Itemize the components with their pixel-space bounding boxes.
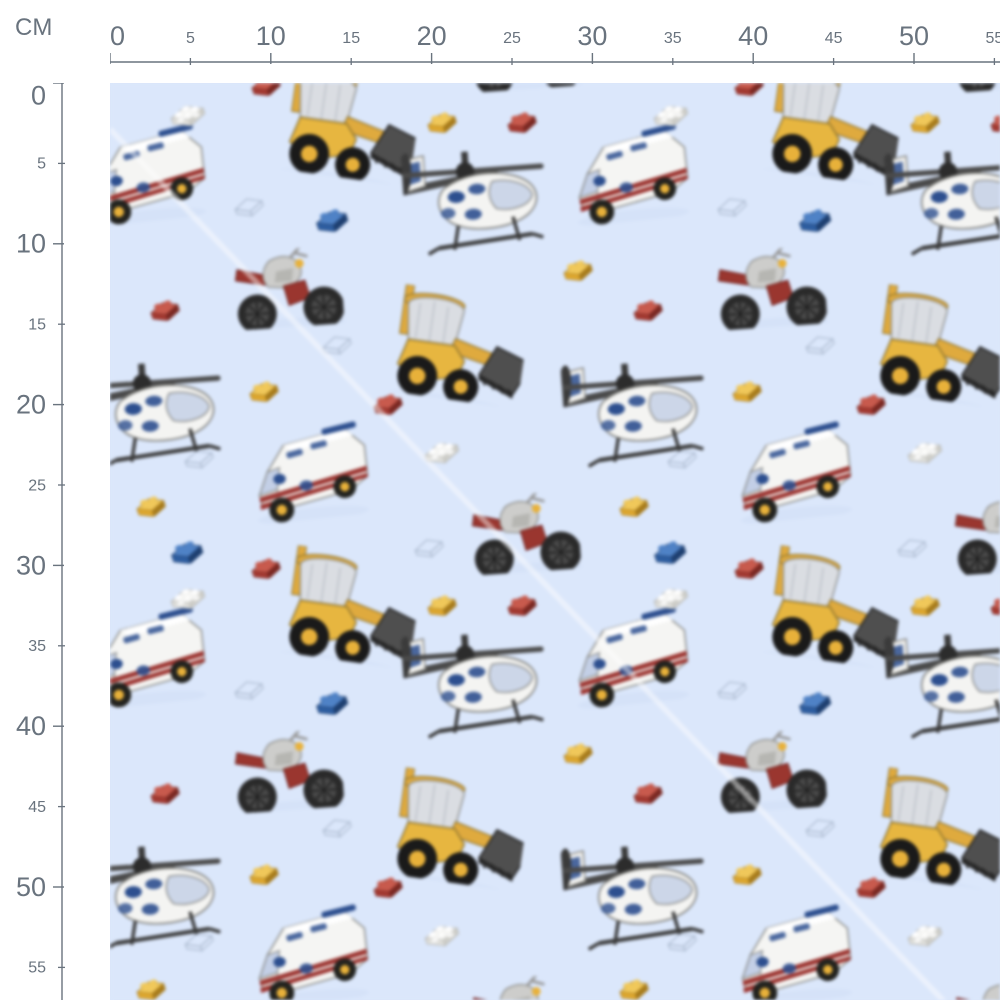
svg-text:25: 25 (503, 30, 521, 47)
svg-text:55: 55 (28, 960, 46, 977)
svg-text:20: 20 (16, 390, 46, 420)
svg-text:50: 50 (899, 21, 929, 51)
svg-text:40: 40 (738, 21, 768, 51)
svg-text:15: 15 (342, 30, 360, 47)
svg-text:40: 40 (16, 711, 46, 741)
svg-text:20: 20 (417, 21, 447, 51)
svg-text:5: 5 (37, 156, 46, 173)
svg-text:10: 10 (16, 229, 46, 259)
svg-text:55: 55 (986, 30, 1000, 47)
svg-text:30: 30 (577, 21, 607, 51)
svg-text:15: 15 (28, 316, 46, 333)
svg-text:10: 10 (256, 21, 286, 51)
svg-text:30: 30 (16, 550, 46, 580)
svg-text:0: 0 (31, 83, 46, 111)
svg-text:5: 5 (186, 30, 195, 47)
svg-text:25: 25 (28, 477, 46, 494)
svg-text:35: 35 (664, 30, 682, 47)
svg-text:45: 45 (825, 30, 843, 47)
svg-text:35: 35 (28, 638, 46, 655)
svg-text:45: 45 (28, 799, 46, 816)
svg-text:0: 0 (110, 21, 125, 51)
svg-text:50: 50 (16, 872, 46, 902)
